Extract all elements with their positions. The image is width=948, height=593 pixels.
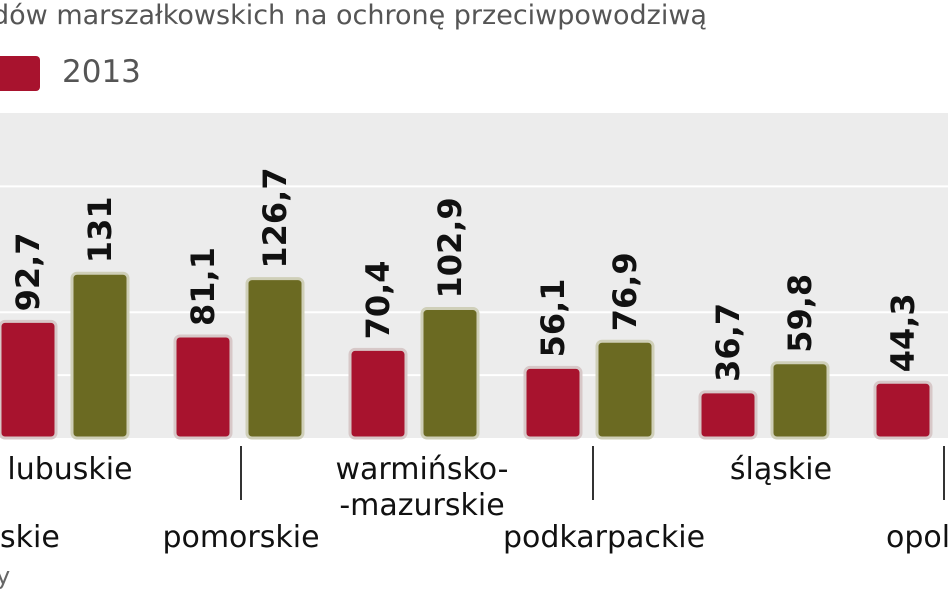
category-label: śląskie <box>730 452 832 487</box>
value-labels: 92,7 131 81,1 126,7 70,4 102,9 56,1 76,9 36,7 59,… <box>9 167 922 381</box>
bar-pomorskie-series-2 <box>245 277 305 440</box>
bar-podkarpackie-series-2 <box>595 339 655 440</box>
value-label-warminsko-mazurskie-series-1: 70,4 <box>359 260 397 339</box>
category-labels: lubuskie warmińsko--mazurskie śląskie skie p… <box>0 452 948 555</box>
category-dividers <box>240 446 945 500</box>
value-label-pomorskie-series-1: 81,1 <box>184 247 222 326</box>
legend-swatch <box>0 56 40 91</box>
bar-podkarpackie-series-1 <box>523 365 583 440</box>
category-label: podkarpackie <box>503 520 705 555</box>
footnote: y <box>0 562 11 590</box>
value-label-pomorskie-series-2: 126,7 <box>256 167 294 268</box>
category-label: opol <box>886 520 948 555</box>
bar-lubuskie-series-1 <box>0 319 58 440</box>
bar-lubuskie-series-2 <box>70 271 130 440</box>
legend-label: 2013 <box>62 54 141 90</box>
value-label-slaskie-series-1: 36,7 <box>709 303 747 382</box>
category-label: warmińsko- <box>336 452 509 487</box>
chart-title: dów marszałkowskich na ochronę przeciwpo… <box>0 0 707 31</box>
value-label-podkarpackie-series-1: 56,1 <box>534 278 572 357</box>
value-label-slaskie-series-2: 59,8 <box>781 274 819 353</box>
bar-warminsko-mazurskie-series-2 <box>420 307 480 440</box>
value-label-lubuskie-series-1: 92,7 <box>9 232 47 311</box>
value-label-opolskie-series-1: 44,3 <box>884 293 922 372</box>
category-label: lubuskie <box>7 452 132 487</box>
value-label-warminsko-mazurskie-series-2: 102,9 <box>431 197 469 298</box>
bar-pomorskie-series-1 <box>173 334 233 440</box>
category-label: pomorskie <box>162 520 319 555</box>
value-label-podkarpackie-series-2: 76,9 <box>606 252 644 331</box>
value-label-lubuskie-series-2: 131 <box>81 196 119 263</box>
bar-slaskie-series-1 <box>698 390 758 440</box>
category-label: skie <box>0 520 60 555</box>
category-label: -mazurskie <box>339 488 504 523</box>
bar-warminsko-mazurskie-series-1 <box>348 347 408 440</box>
bar-slaskie-series-2 <box>770 361 830 440</box>
bar-opolskie-series-1 <box>873 380 933 440</box>
bars <box>0 271 933 440</box>
